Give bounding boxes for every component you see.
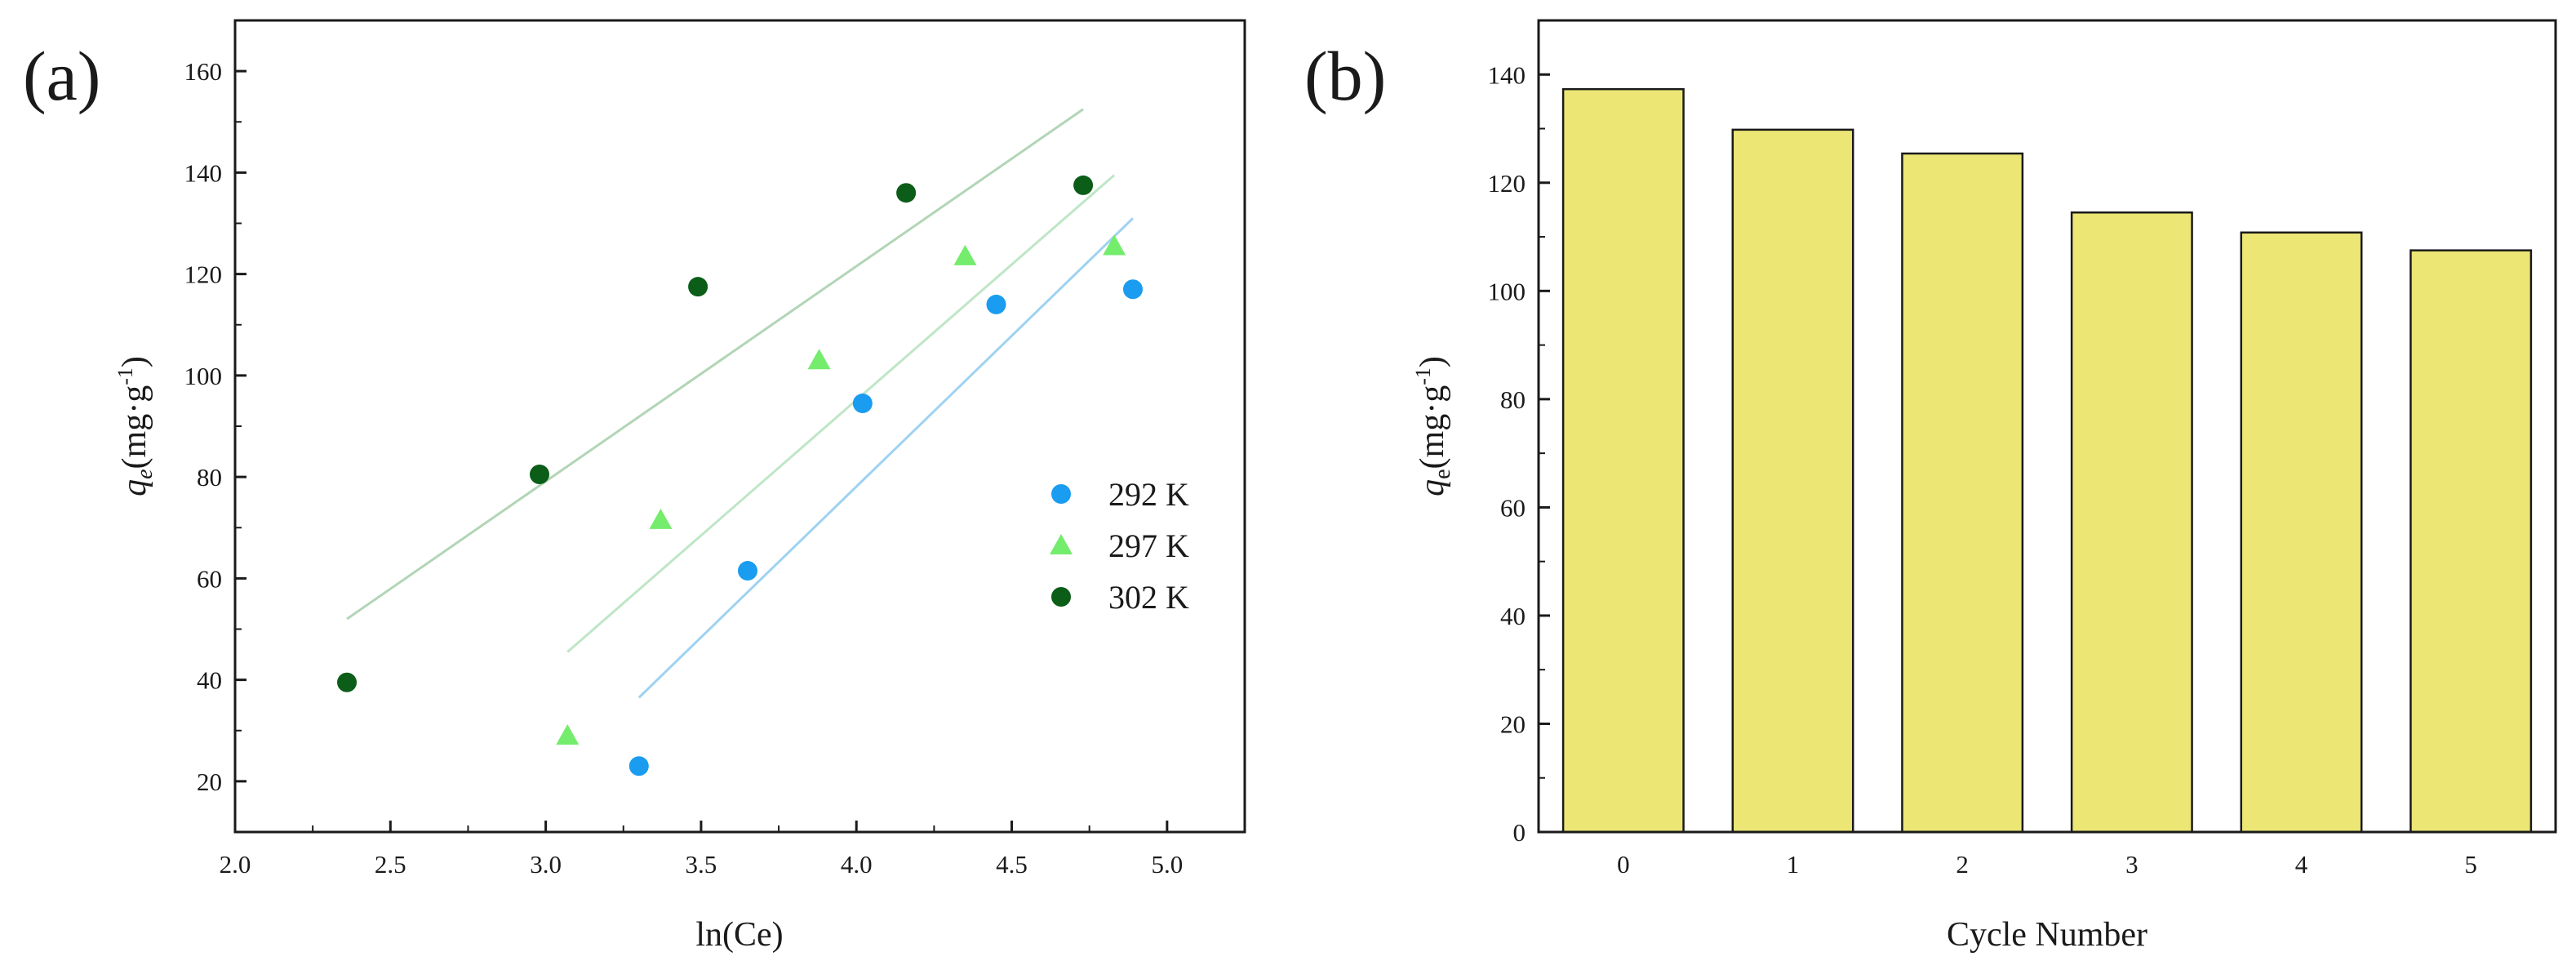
panel-a-legend: 292 K 297 K 302 K (1050, 476, 1189, 616)
panel-b-bar-chart: (b) 0 20 40 60 80 100 120 140 0 1 2 3 4 5 Cycle Numbe… (1304, 19, 2557, 954)
panel-a-y-tick-label: 40 (197, 666, 222, 695)
panel-b-y-tick-label: 20 (1500, 710, 1526, 738)
panel-b-y-unit-close: ) (1414, 356, 1451, 367)
panel-b-bars (1561, 87, 2533, 834)
data-point-302k (896, 183, 917, 203)
panel-b-label-text: (b) (1304, 37, 1386, 115)
bar-cycle-0 (1561, 87, 1685, 834)
panel-a-scatter-chart: (a) 2.0 2.5 3.0 3.5 4.0 4.5 5.0 20 40 60 80 100 120 1… (23, 19, 1246, 954)
legend-label: 292 K (1108, 476, 1189, 513)
data-point-292k (738, 561, 758, 581)
panel-b-x-tick-label: 3 (2125, 850, 2139, 879)
panel-b-y-tick-label: 80 (1500, 385, 1526, 414)
fit-line-292k (637, 217, 1135, 699)
panel-a-x-tick-label: 3.0 (530, 850, 562, 879)
panel-a-y-unit: (mg·g (116, 385, 153, 469)
bar-cycle-4 (2240, 231, 2363, 834)
data-point-302k (337, 672, 358, 692)
panel-a-y-unit-close: ) (116, 356, 153, 367)
panel-b-plot-frame (1537, 19, 2557, 834)
data-point-302k (688, 277, 708, 297)
panel-a-x-tick-label: 2.0 (220, 850, 251, 879)
data-point-297k (953, 244, 977, 265)
data-point-292k (628, 756, 649, 776)
panel-a-x-tick-label: 4.5 (996, 850, 1028, 879)
panel-b-y-tick-label: 60 (1500, 493, 1526, 522)
panel-b-x-tick-label: 4 (2295, 850, 2308, 879)
panel-b-y-tick-label: 120 (1488, 169, 1526, 198)
panel-b-x-axis-label: Cycle Number (1947, 916, 2147, 954)
panel-b-y-subscript: e (1430, 469, 1455, 478)
panel-a-x-tick-label: 5.0 (1151, 850, 1183, 879)
panel-a-label-text: (a) (23, 37, 100, 115)
legend-label: 302 K (1108, 579, 1189, 616)
bar-cycle-3 (2070, 211, 2193, 834)
panel-b-x-tick-label: 2 (1956, 850, 1969, 879)
panel-a-ticks: 2.0 2.5 3.0 3.5 4.0 4.5 5.0 20 40 60 80 100 120 140 16… (184, 57, 1184, 879)
data-point-302k (1073, 175, 1094, 195)
panel-b-y-unit: (mg·g (1414, 385, 1451, 469)
panel-a-x-tick-label: 4.0 (841, 850, 873, 879)
legend-marker (1050, 534, 1073, 554)
panel-b-x-tick-label: 5 (2464, 850, 2477, 879)
data-point-297k (1103, 234, 1126, 256)
panel-a-y-tick-label: 120 (184, 260, 223, 289)
panel-a-plot-frame (233, 19, 1246, 834)
legend-label: 297 K (1108, 527, 1189, 564)
panel-b-y-tick-label: 0 (1513, 818, 1526, 847)
panel-b-y-tick-label: 140 (1488, 60, 1526, 89)
panel-a-y-axis-label: qe(mg·g-1) (113, 356, 158, 496)
panel-a-y-tick-label: 100 (184, 362, 223, 390)
panel-b-y-axis-label: qe(mg·g-1) (1411, 356, 1455, 496)
panel-a-x-tick-label: 2.5 (375, 850, 406, 879)
data-point-292k (1122, 279, 1143, 300)
bar-cycle-2 (1901, 152, 2024, 834)
panel-b-y-tick-label: 100 (1488, 277, 1526, 305)
panel-b-ticks: 0 20 40 60 80 100 120 140 0 1 2 3 4 5 (1488, 60, 2477, 879)
panel-a-y-subscript: e (132, 469, 158, 478)
panel-a-y-tick-label: 140 (184, 158, 223, 187)
data-point-292k (986, 294, 1006, 314)
panel-a-fit-lines (346, 108, 1135, 699)
panel-a-x-axis-label: ln(Ce) (695, 916, 783, 954)
panel-a-y-tick-label: 20 (197, 768, 222, 796)
panel-a-y-tick-label: 160 (184, 57, 223, 86)
panel-a-y-tick-label: 80 (197, 463, 222, 492)
data-point-292k (852, 394, 873, 414)
panel-a-x-tick-label: 3.5 (686, 850, 717, 879)
data-point-302k (530, 465, 550, 485)
bar-cycle-1 (1731, 128, 1854, 834)
panel-b-y-unit-exp: -1 (1411, 367, 1435, 385)
data-point-297k (556, 723, 580, 745)
data-point-297k (807, 349, 831, 370)
fit-line-297k (566, 174, 1116, 653)
data-point-297k (649, 508, 673, 529)
legend-marker (1051, 484, 1071, 504)
panel-b-x-tick-label: 1 (1787, 850, 1800, 879)
panel-b-y-tick-label: 40 (1500, 602, 1526, 630)
panel-b-y-symbol: q (1414, 479, 1451, 496)
panel-a-y-symbol: q (116, 479, 153, 496)
panel-b-x-tick-label: 0 (1617, 850, 1630, 879)
panel-a-data-points (337, 175, 1143, 776)
panel-a-y-tick-label: 60 (197, 564, 222, 593)
legend-marker (1051, 587, 1071, 607)
panel-a-y-unit-exp: -1 (113, 367, 137, 385)
fit-line-302k (346, 108, 1084, 621)
bar-cycle-5 (2409, 249, 2533, 834)
